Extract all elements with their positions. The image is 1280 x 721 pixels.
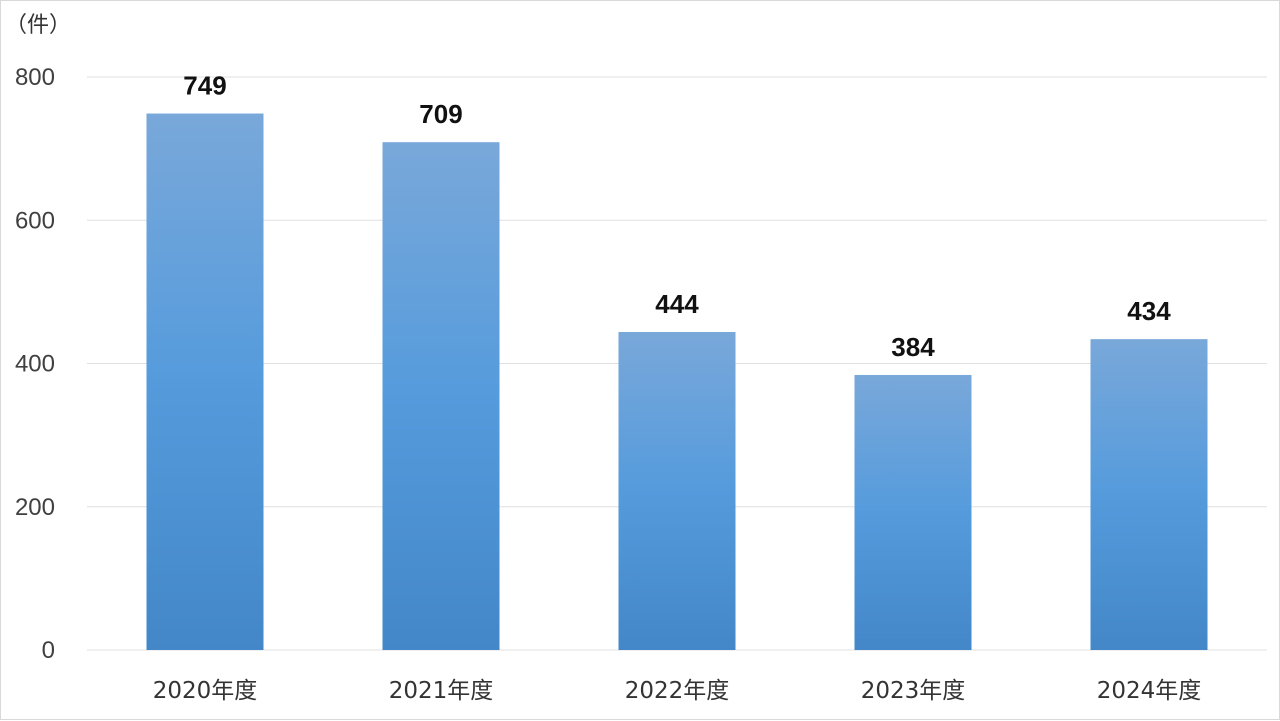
data-label: 749 bbox=[183, 71, 226, 101]
x-category-label: 2020年度 bbox=[153, 678, 258, 704]
y-tick-label: 200 bbox=[15, 494, 55, 521]
x-category-label: 2022年度 bbox=[625, 678, 730, 704]
data-labels: 749 709 444 384 434 bbox=[183, 71, 1171, 362]
bar-2023年度 bbox=[854, 374, 972, 650]
bar-2021年度 bbox=[382, 142, 500, 650]
x-category-label: 2024年度 bbox=[1097, 678, 1202, 704]
y-tick-label: 800 bbox=[15, 64, 55, 91]
data-label: 709 bbox=[419, 99, 462, 129]
bar-2020年度 bbox=[146, 113, 264, 650]
x-category-label: 2021年度 bbox=[389, 678, 494, 704]
bar-2022年度 bbox=[618, 331, 736, 650]
data-label: 384 bbox=[891, 332, 935, 362]
y-tick-label: 0 bbox=[42, 637, 55, 664]
y-tick-label: 400 bbox=[15, 351, 55, 378]
bars bbox=[146, 113, 1208, 650]
x-axis-categories: 2020年度 2021年度 2022年度 2023年度 2024年度 bbox=[153, 678, 1202, 704]
y-axis-unit-label: （件） bbox=[5, 13, 72, 38]
data-label: 434 bbox=[1127, 296, 1171, 326]
x-category-label: 2023年度 bbox=[861, 678, 966, 704]
bar-2024年度 bbox=[1090, 339, 1208, 650]
data-label: 444 bbox=[655, 289, 699, 319]
y-axis-ticks: 0 200 400 600 800 bbox=[15, 64, 55, 664]
y-tick-label: 600 bbox=[15, 207, 55, 234]
